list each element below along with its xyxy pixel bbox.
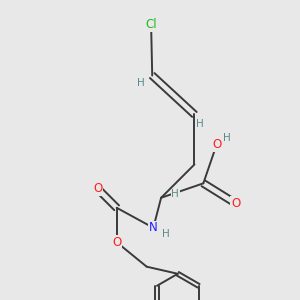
- Text: H: H: [196, 119, 203, 129]
- Text: H: H: [137, 78, 144, 88]
- Text: O: O: [231, 197, 240, 210]
- Text: Cl: Cl: [145, 18, 157, 31]
- Text: O: O: [93, 182, 102, 195]
- Text: H: H: [171, 189, 179, 200]
- Text: O: O: [212, 138, 221, 151]
- Text: H: H: [223, 133, 230, 143]
- Text: O: O: [112, 236, 121, 249]
- Text: H: H: [162, 229, 170, 239]
- Text: N: N: [149, 221, 158, 234]
